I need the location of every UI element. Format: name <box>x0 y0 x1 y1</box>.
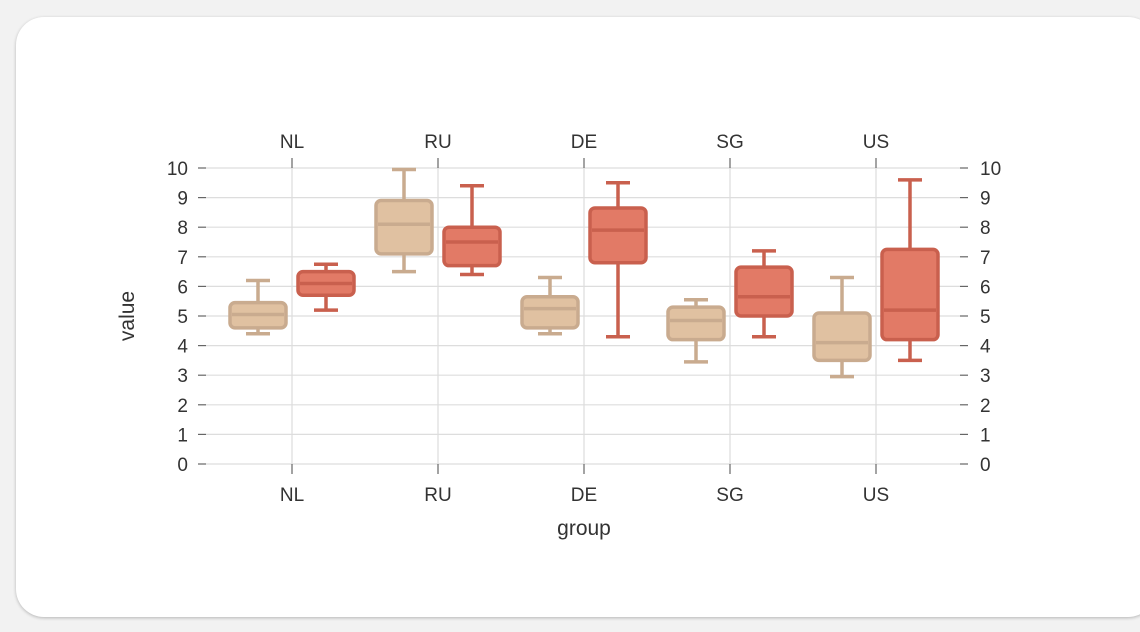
y-tick-label-right: 2 <box>980 396 991 417</box>
y-tick-label-left: 0 <box>177 455 188 476</box>
box-US-series-2 <box>880 178 940 363</box>
axis-layer: 0 0 1 1 2 2 3 3 4 4 5 5 6 6 7 7 8 8 9 9 10 10 NL NL RU RU DE DE SG SG… <box>167 132 1001 506</box>
x-tick-label-bottom: RU <box>424 485 451 506</box>
y-tick-label-right: 0 <box>980 455 991 476</box>
y-tick-label-left: 9 <box>177 189 188 210</box>
x-axis-title: group <box>557 517 611 540</box>
y-tick-label-left: 10 <box>167 159 188 180</box>
x-tick-label-top: SG <box>716 132 743 153</box>
x-tick-label-bottom: US <box>863 485 889 506</box>
y-tick-label-right: 10 <box>980 159 1001 180</box>
x-tick-label-bottom: NL <box>280 485 304 506</box>
box-iqr <box>880 247 940 342</box>
y-tick-label-right: 5 <box>980 307 991 328</box>
box-RU-series-1 <box>374 167 434 274</box>
box-DE-series-1 <box>520 275 580 336</box>
y-tick-label-left: 6 <box>177 277 188 298</box>
y-tick-label-left: 3 <box>177 366 188 387</box>
box-iqr <box>734 265 794 318</box>
x-tick-label-bottom: DE <box>571 485 597 506</box>
y-tick-label-left: 1 <box>177 425 188 446</box>
y-tick-label-left: 4 <box>177 337 188 358</box>
box-NL-series-1 <box>228 278 288 336</box>
y-tick-label-left: 7 <box>177 248 188 269</box>
box-iqr <box>812 311 872 363</box>
y-tick-label-left: 2 <box>177 396 188 417</box>
box-iqr <box>374 198 434 256</box>
y-axis-title: value <box>116 291 139 341</box>
y-tick-label-right: 3 <box>980 366 991 387</box>
x-tick-label-top: US <box>863 132 889 153</box>
box-US-series-1 <box>812 275 872 379</box>
box-layer <box>228 167 940 379</box>
y-tick-label-right: 7 <box>980 248 991 269</box>
x-tick-label-top: RU <box>424 132 451 153</box>
box-iqr <box>666 305 726 342</box>
box-RU-series-2 <box>442 184 502 277</box>
x-tick-label-top: DE <box>571 132 597 153</box>
box-SG-series-1 <box>666 297 726 364</box>
x-tick-label-top: NL <box>280 132 304 153</box>
x-tick-label-bottom: SG <box>716 485 743 506</box>
y-tick-label-left: 8 <box>177 218 188 239</box>
y-tick-label-right: 4 <box>980 337 991 358</box>
box-iqr <box>520 295 580 330</box>
y-tick-label-right: 8 <box>980 218 991 239</box>
y-tick-label-left: 5 <box>177 307 188 328</box>
box-iqr <box>588 206 648 265</box>
box-iqr <box>442 225 502 268</box>
y-tick-label-right: 6 <box>980 277 991 298</box>
grid-layer <box>206 167 960 465</box>
box-DE-series-2 <box>588 181 648 339</box>
y-tick-label-right: 9 <box>980 189 991 210</box>
box-NL-series-2 <box>296 262 356 312</box>
y-tick-label-right: 1 <box>980 425 991 446</box>
box-SG-series-2 <box>734 249 794 339</box>
